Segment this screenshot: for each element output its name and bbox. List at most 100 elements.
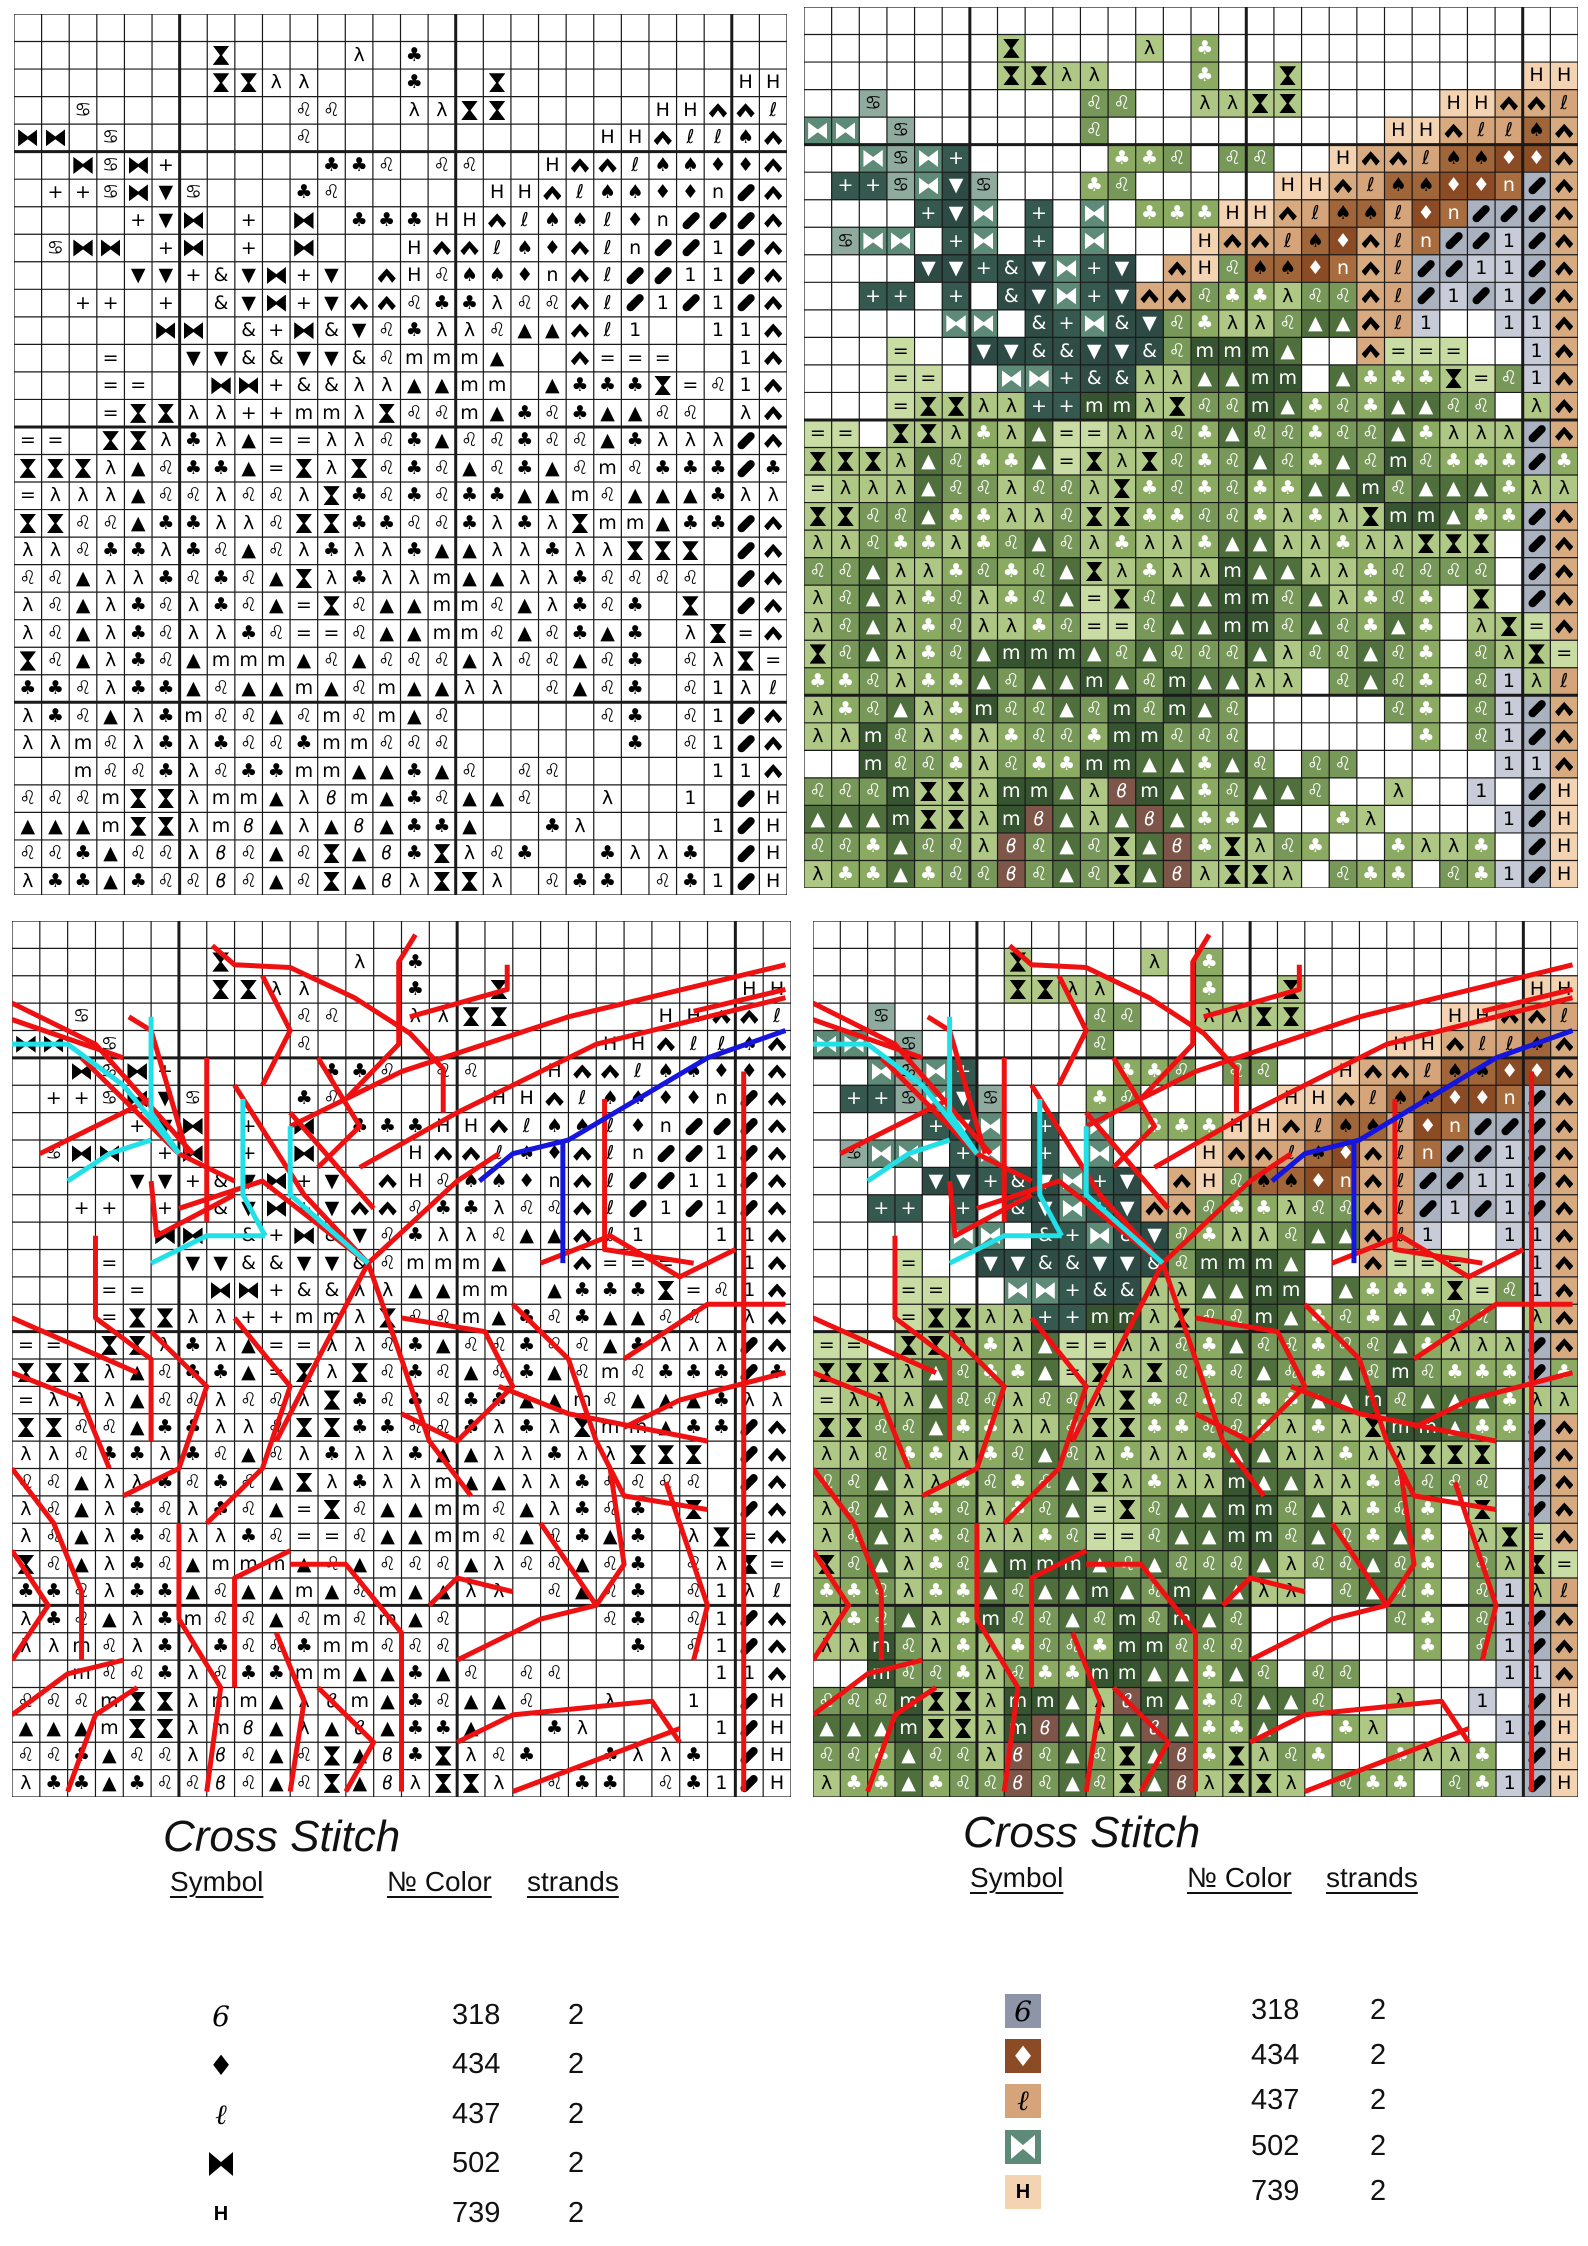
grid-cell: ▼ — [345, 317, 373, 345]
stitch-symbol: m — [322, 401, 341, 424]
stitch-symbol: + — [240, 401, 257, 424]
cancer-symbol: ♋ — [184, 181, 202, 204]
diamond-symbol: ♦ — [709, 153, 727, 176]
grid-cell: ♣ — [345, 207, 373, 235]
leo-symbol: ♌ — [378, 319, 396, 342]
backstitch-line — [479, 1031, 785, 1182]
stitch-symbol: 1 — [711, 236, 725, 259]
grid-cell: ℓ — [594, 207, 622, 235]
stitch-symbol: H — [655, 98, 670, 121]
grid-cell — [704, 97, 732, 125]
grid-cell: H — [677, 97, 705, 125]
grid-cell: λ — [428, 97, 456, 125]
stitch-symbol: & — [324, 374, 339, 397]
triangle-down-symbol: ▼ — [158, 264, 174, 287]
stitch-symbol: λ — [187, 401, 200, 424]
grid-cell: ▼ — [318, 344, 346, 372]
grid-cell — [180, 317, 208, 345]
club-symbol: ♣ — [295, 181, 313, 204]
stitch-symbol: m — [487, 374, 507, 397]
grid-cell — [373, 262, 401, 290]
grid-cell: ♌ — [373, 152, 401, 180]
triangle-down-symbol: ▼ — [324, 346, 339, 369]
spade-symbol: ♠ — [571, 208, 589, 231]
bowtie-symbol — [294, 239, 314, 257]
stitch-symbol: λ — [215, 401, 227, 424]
grid-cell: 1 — [732, 317, 760, 345]
grid-cell: ♋ — [97, 152, 125, 180]
grid-cell — [649, 372, 677, 400]
leo-symbol: ♌ — [516, 291, 534, 314]
grid-cell: + — [290, 262, 318, 290]
grid-cell: ℓ — [594, 262, 622, 290]
backstitch-line — [368, 1154, 499, 1264]
triangle-down-symbol: ▼ — [158, 181, 174, 204]
stitch-symbol: H — [766, 71, 781, 94]
grid-cell: H — [483, 179, 511, 207]
hourglass-symbol — [240, 73, 257, 93]
grid-cell: λ — [290, 69, 318, 97]
grid-cell: ♦ — [621, 207, 649, 235]
club-symbol: ♣ — [405, 208, 423, 231]
triangle-up-symbol: ▲ — [545, 374, 560, 397]
hourglass-symbol — [488, 100, 506, 120]
stitch-symbol: + — [185, 264, 202, 287]
stitch-symbol: λ — [436, 319, 448, 342]
spade-symbol: ♠ — [654, 153, 672, 176]
grid-cell: ♌ — [290, 124, 318, 152]
grid-cell: = — [97, 399, 125, 427]
leo-symbol: ♌ — [433, 264, 451, 287]
grid-cell: ▼ — [318, 262, 346, 290]
grid-cell — [456, 234, 484, 262]
grid-cell — [290, 234, 318, 262]
bowtie-symbol — [294, 211, 314, 230]
grid-cell: λ — [401, 97, 429, 125]
grid-cell: ♠ — [677, 152, 705, 180]
backstitch-line — [290, 965, 785, 1127]
grid-cell: ♌ — [483, 317, 511, 345]
stitch-symbol: λ — [270, 71, 282, 94]
stitch-symbol: H — [517, 181, 532, 204]
grid-cell: & — [345, 344, 373, 372]
grid-cell: = — [594, 344, 622, 372]
spade-symbol: ♠ — [626, 181, 644, 204]
grid-cell: ♦ — [539, 234, 567, 262]
leo-symbol: ♌ — [295, 126, 313, 149]
stitch-symbol: H — [600, 126, 615, 149]
grid-cell: + — [152, 152, 180, 180]
grid-cell: = — [124, 372, 152, 400]
bowtie-symbol — [128, 184, 148, 202]
club-symbol: ♣ — [626, 374, 644, 397]
stitch-symbol: n — [629, 236, 642, 259]
grid-cell: + — [69, 179, 97, 207]
stitch-symbol: m — [432, 346, 452, 369]
grid-cell — [566, 317, 594, 345]
diamond-symbol: ♦ — [516, 264, 534, 287]
grid-cell: ♣ — [621, 372, 649, 400]
grid-cell — [373, 399, 401, 427]
stitch-symbol: + — [240, 208, 257, 231]
diamond-symbol: ♦ — [543, 236, 561, 259]
grid-cell — [428, 234, 456, 262]
grid-cell — [566, 152, 594, 180]
diamond-symbol: ♦ — [681, 181, 699, 204]
grid-cell: ♌ — [373, 317, 401, 345]
grid-cell: 1 — [704, 289, 732, 317]
stitch-symbol: 1 — [711, 291, 725, 314]
grid-cell — [566, 344, 594, 372]
grid-cell: ♠ — [566, 207, 594, 235]
hourglass-symbol — [157, 403, 175, 423]
grid-cell — [42, 124, 70, 152]
stitch-symbol: ℓ — [603, 236, 612, 259]
grid-cell: ℓ — [594, 289, 622, 317]
stitch-symbol: = — [654, 346, 671, 369]
stitch-symbol: & — [213, 264, 229, 287]
grid-lines — [804, 7, 1578, 888]
grid-cell: λ — [373, 372, 401, 400]
grid-cell — [759, 344, 787, 372]
grid-cell — [152, 317, 180, 345]
grid-cell: ♌ — [428, 262, 456, 290]
backstitch-line — [179, 1523, 221, 1791]
grid-cell — [345, 289, 373, 317]
cancer-symbol: ♋ — [102, 153, 120, 176]
